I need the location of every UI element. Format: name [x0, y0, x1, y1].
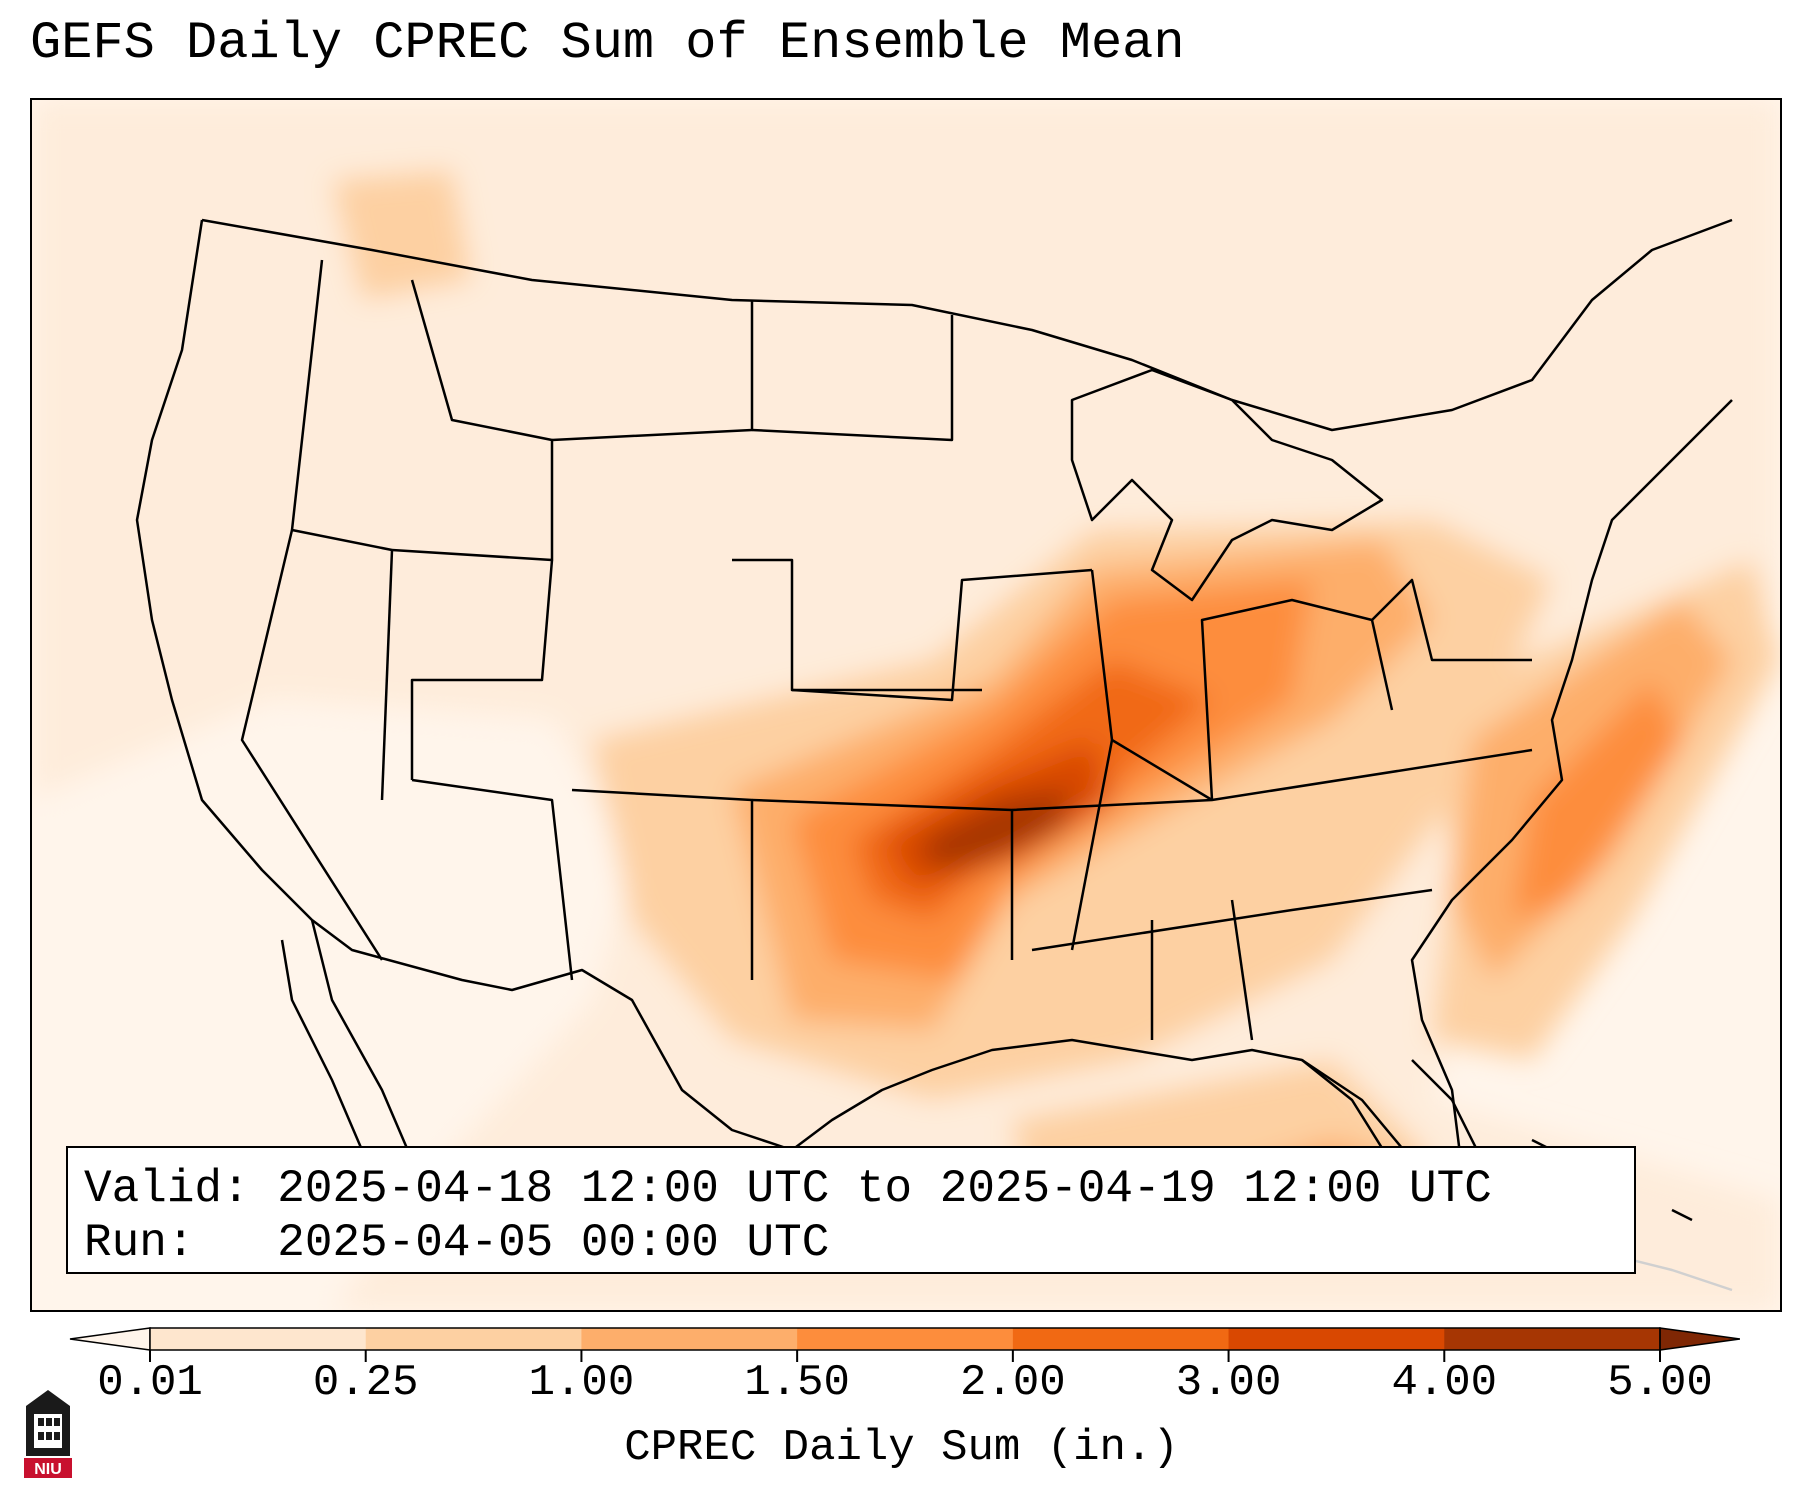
colorbar-tick-label: 3.00: [1175, 1358, 1282, 1408]
valid-run-info-box: Valid: 2025-04-18 12:00 UTC to 2025-04-1…: [66, 1146, 1636, 1274]
colorbar-tick-label: 5.00: [1607, 1358, 1713, 1408]
colorbar: [69, 1327, 1740, 1362]
map-title: GEFS Daily CPREC Sum of Ensemble Mean: [30, 14, 1185, 73]
colorbar-segment: [1012, 1328, 1230, 1350]
us-outline: [135, 219, 1733, 1212]
colorbar-segment: [797, 1328, 1014, 1350]
precip-map: [32, 100, 1780, 1310]
colorbar-outline: [149, 1327, 1661, 1351]
niu-logo: NIU: [24, 1390, 72, 1478]
colorbar-segment: [150, 1328, 367, 1350]
valid-time-text: Valid: 2025-04-18 12:00 UTC to 2025-04-1…: [84, 1163, 1492, 1215]
colorbar-tick-label: 4.00: [1391, 1358, 1498, 1408]
colorbar-tick-label: 2.00: [960, 1358, 1066, 1408]
colorbar-segment: [365, 1328, 582, 1350]
niu-logo-text: NIU: [34, 1461, 62, 1478]
colorbar-under-arrow: [69, 1327, 151, 1351]
map-panel: [30, 98, 1782, 1312]
colorbar-tick-label: 1.00: [528, 1358, 635, 1408]
colorbar-segment: [1444, 1328, 1661, 1350]
coastlines-and-borders: [135, 218, 1733, 1292]
great-lakes: [1070, 368, 1384, 602]
colorbar-segment: [1228, 1328, 1445, 1350]
colorbar-tick-label: 0.01: [97, 1358, 203, 1408]
colorbar-over-arrow: [1659, 1327, 1740, 1351]
precip-field: [32, 100, 1780, 1310]
colorbar-segment: [581, 1328, 798, 1350]
colorbar-ticks: [149, 1350, 1661, 1362]
colorbar-tick-label: 1.50: [744, 1358, 850, 1408]
run-time-text: Run: 2025-04-05 00:00 UTC: [84, 1217, 830, 1269]
colorbar-label: CPREC Daily Sum (in.): [624, 1423, 1179, 1473]
colorbar-tick-label: 0.25: [312, 1358, 419, 1408]
colorbar-segments: [69, 1327, 1740, 1351]
